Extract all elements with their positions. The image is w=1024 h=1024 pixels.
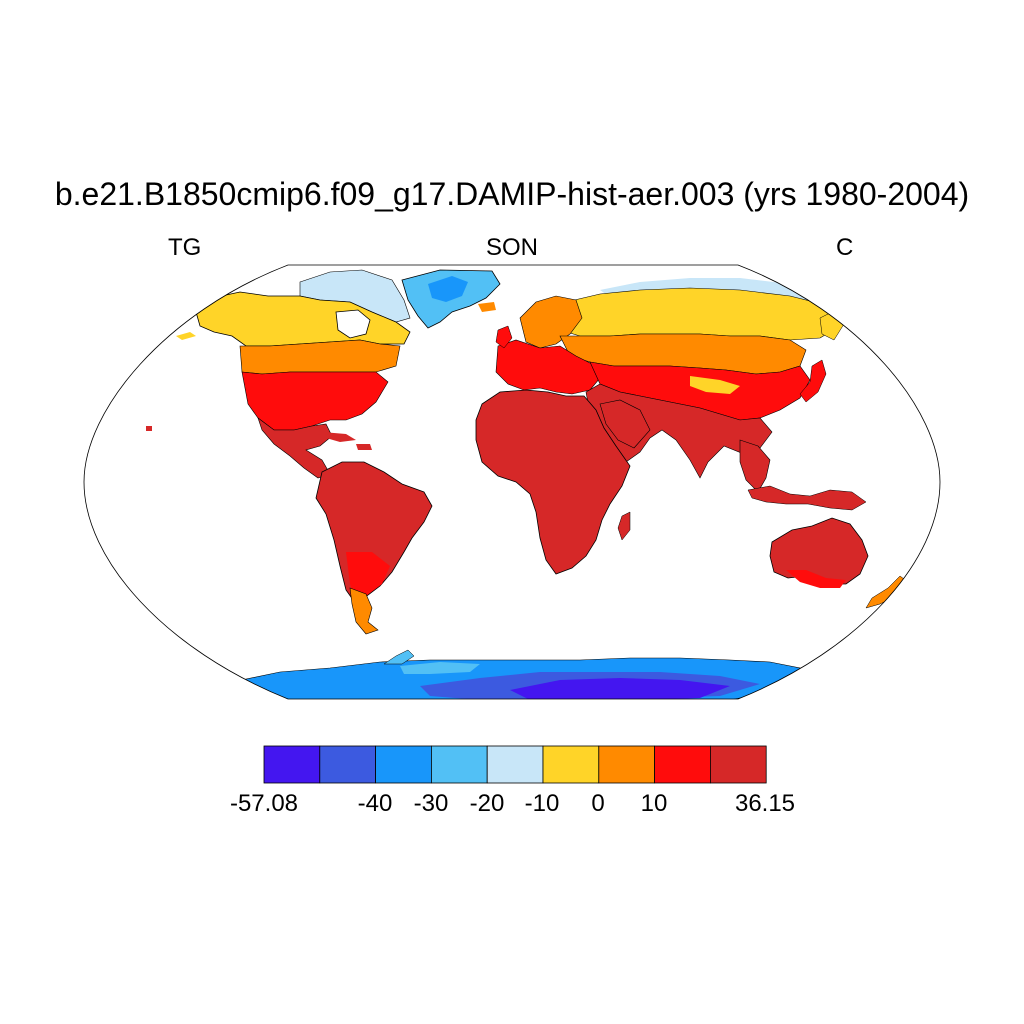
japan	[799, 359, 827, 403]
cuba	[322, 432, 356, 442]
colorbar-tick-label: -20	[469, 790, 505, 817]
colorbar-tick-label: -40	[357, 790, 393, 817]
hawaii	[146, 426, 152, 431]
colorbar-swatch	[710, 745, 767, 784]
africa	[475, 389, 631, 575]
colorbar-min-label: -57.08	[229, 790, 299, 817]
australia-south	[786, 570, 846, 588]
madagascar	[617, 511, 631, 541]
colorbar-swatch	[375, 745, 432, 784]
patagonia	[349, 587, 379, 635]
indonesia	[747, 485, 867, 511]
hudson-bay	[335, 309, 371, 339]
colorbar	[263, 745, 767, 784]
asia-yellow-patch	[690, 376, 740, 394]
colorbar-swatch	[319, 745, 376, 784]
antarctica-coast	[400, 662, 480, 674]
southeast-asia	[739, 439, 771, 493]
antarctica-deep	[510, 678, 730, 699]
colorbar-swatch	[430, 745, 488, 784]
variable-label: TG	[168, 234, 202, 261]
units-label: C	[836, 234, 854, 261]
arabia	[599, 399, 651, 449]
central-america	[257, 417, 333, 479]
australia	[769, 517, 869, 585]
hispaniola	[356, 444, 372, 450]
aleutians	[176, 332, 196, 340]
colorbar-swatch	[598, 745, 655, 784]
colorbar-tick-label: -30	[413, 790, 449, 817]
colorbar-max-label: 36.15	[734, 790, 796, 817]
scandinavia	[519, 295, 583, 349]
map-boundary	[83, 264, 941, 700]
iceland	[478, 302, 496, 312]
colorbar-swatch	[486, 745, 544, 784]
map-land-layer	[146, 269, 909, 699]
season-label: SON	[485, 234, 538, 261]
colorbar-tick-label: 10	[640, 790, 668, 817]
colorbar-tick-label: -10	[524, 790, 560, 817]
colorbar-swatch	[654, 745, 711, 784]
britain	[495, 325, 513, 349]
colorbar-swatch	[263, 745, 321, 784]
plot-title: b.e21.B1850cmip6.f09_g17.DAMIP-hist-aer.…	[54, 176, 970, 212]
greenland-interior	[428, 276, 468, 302]
antarctic-peninsula	[383, 649, 415, 665]
colorbar-swatch	[542, 745, 600, 784]
north-america-south	[241, 371, 389, 431]
south-america	[315, 461, 433, 605]
colorbar-tick-label: 0	[591, 790, 605, 817]
